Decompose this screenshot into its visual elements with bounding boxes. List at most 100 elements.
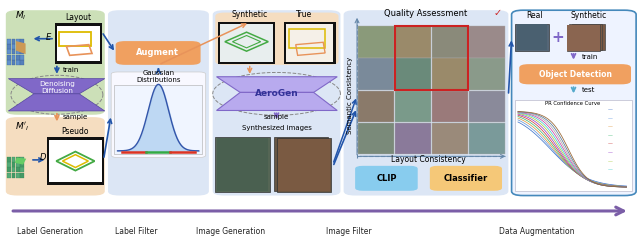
Text: —: — bbox=[607, 167, 612, 172]
Polygon shape bbox=[216, 92, 337, 110]
FancyBboxPatch shape bbox=[430, 166, 502, 191]
Bar bbox=[220, 24, 273, 62]
Bar bbox=[469, 26, 505, 58]
Bar bbox=[7, 44, 11, 49]
Bar bbox=[289, 29, 325, 48]
Bar bbox=[566, 25, 600, 51]
Text: Layout Consistency: Layout Consistency bbox=[391, 155, 466, 164]
Bar bbox=[16, 157, 20, 162]
FancyBboxPatch shape bbox=[6, 10, 105, 115]
FancyBboxPatch shape bbox=[111, 72, 205, 158]
Bar bbox=[55, 23, 102, 64]
Bar bbox=[12, 39, 15, 44]
Text: Real: Real bbox=[526, 11, 543, 20]
Bar bbox=[16, 168, 20, 173]
Bar bbox=[433, 26, 468, 58]
Text: Denoising
Diffusion: Denoising Diffusion bbox=[39, 81, 75, 94]
Text: —: — bbox=[607, 133, 612, 138]
Polygon shape bbox=[216, 77, 337, 92]
Text: Pseudo: Pseudo bbox=[61, 127, 89, 136]
Bar bbox=[20, 44, 24, 49]
Bar bbox=[469, 123, 505, 154]
Polygon shape bbox=[8, 94, 105, 111]
Bar bbox=[569, 24, 602, 50]
Bar bbox=[433, 58, 468, 90]
FancyBboxPatch shape bbox=[344, 10, 508, 196]
Text: —: — bbox=[607, 108, 612, 113]
Bar bbox=[7, 162, 11, 167]
Bar bbox=[218, 22, 275, 64]
Bar bbox=[16, 49, 20, 54]
Bar bbox=[278, 139, 330, 191]
Bar bbox=[358, 26, 394, 58]
Polygon shape bbox=[8, 79, 105, 94]
Bar bbox=[286, 24, 333, 62]
FancyBboxPatch shape bbox=[515, 100, 632, 191]
FancyBboxPatch shape bbox=[212, 10, 340, 196]
Bar bbox=[16, 39, 20, 44]
Text: Label Filter: Label Filter bbox=[115, 227, 158, 236]
Bar bbox=[20, 49, 24, 54]
Text: —: — bbox=[607, 159, 612, 164]
Bar bbox=[216, 138, 268, 191]
Bar bbox=[358, 58, 394, 90]
Text: Augment: Augment bbox=[136, 49, 179, 57]
Bar bbox=[7, 60, 11, 65]
Text: —: — bbox=[607, 116, 612, 121]
Bar bbox=[12, 157, 15, 162]
Text: AeroGen: AeroGen bbox=[255, 89, 298, 98]
Text: Gaussian
Distributions: Gaussian Distributions bbox=[136, 70, 180, 83]
Bar bbox=[20, 157, 24, 162]
Text: D: D bbox=[40, 153, 47, 162]
Bar bbox=[16, 60, 20, 65]
Text: $M'_l$: $M'_l$ bbox=[15, 120, 29, 133]
Text: —: — bbox=[607, 150, 612, 155]
Text: Quality Assessment: Quality Assessment bbox=[385, 9, 468, 17]
Text: Data Augmentation: Data Augmentation bbox=[499, 227, 575, 236]
Text: Image Generation: Image Generation bbox=[196, 227, 265, 236]
Text: —: — bbox=[607, 125, 612, 130]
Text: CLIP: CLIP bbox=[376, 174, 397, 183]
Bar bbox=[12, 60, 15, 65]
Text: PR Confidence Curve: PR Confidence Curve bbox=[545, 101, 600, 106]
Bar bbox=[469, 58, 505, 90]
FancyBboxPatch shape bbox=[215, 13, 339, 65]
Text: Label Generation: Label Generation bbox=[17, 227, 83, 236]
Text: Image Filter: Image Filter bbox=[326, 227, 372, 236]
Text: sample: sample bbox=[63, 114, 88, 120]
Bar bbox=[515, 100, 632, 191]
Bar bbox=[7, 157, 11, 162]
Bar bbox=[7, 173, 11, 178]
Text: Synthetic: Synthetic bbox=[570, 11, 606, 20]
Bar bbox=[274, 137, 328, 191]
Bar bbox=[572, 24, 605, 50]
Bar bbox=[57, 26, 100, 61]
Bar bbox=[12, 55, 15, 60]
Text: train: train bbox=[63, 67, 79, 73]
Text: +: + bbox=[551, 30, 564, 45]
Bar bbox=[20, 173, 24, 178]
Bar bbox=[433, 91, 468, 122]
Bar bbox=[7, 55, 11, 60]
FancyBboxPatch shape bbox=[108, 10, 209, 196]
Text: ✓: ✓ bbox=[493, 8, 502, 18]
Bar bbox=[469, 91, 505, 122]
Bar bbox=[12, 49, 15, 54]
Text: Synthetic: Synthetic bbox=[232, 11, 268, 19]
Bar bbox=[47, 137, 104, 185]
FancyBboxPatch shape bbox=[519, 64, 631, 84]
Bar bbox=[7, 49, 11, 54]
Polygon shape bbox=[15, 158, 26, 165]
Text: $M_l$: $M_l$ bbox=[15, 10, 27, 22]
Bar bbox=[396, 26, 468, 90]
Bar bbox=[16, 44, 20, 49]
Text: Synthesized images: Synthesized images bbox=[242, 125, 312, 131]
Bar bbox=[12, 168, 15, 173]
Bar bbox=[396, 26, 431, 58]
Text: True: True bbox=[296, 11, 312, 19]
Text: Layout: Layout bbox=[65, 13, 92, 22]
FancyBboxPatch shape bbox=[511, 10, 636, 196]
Bar bbox=[20, 168, 24, 173]
Bar bbox=[20, 55, 24, 60]
Bar bbox=[16, 173, 20, 178]
